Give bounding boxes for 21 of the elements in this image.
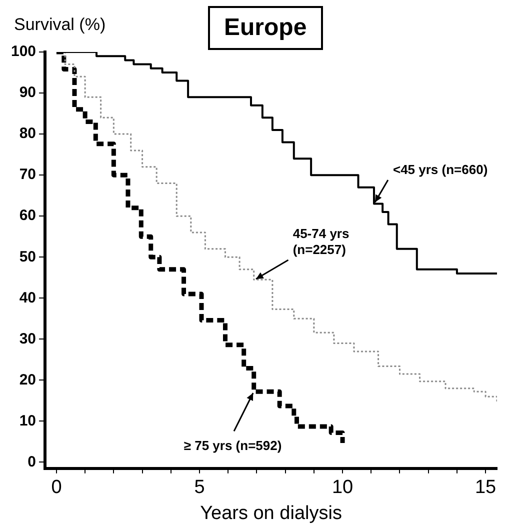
y-tick-label: 30 [19,330,36,348]
x-axis-title: Years on dialysis [200,502,342,524]
y-tick-label: 80 [19,125,36,142]
x-tick-label: 0 [51,477,62,498]
x-tick-label: 5 [194,477,205,498]
y-tick-label: 20 [19,371,36,388]
y-tick-label: 50 [19,248,36,266]
y-tick-label: 0 [28,453,36,470]
y-tick-label: 10 [19,412,36,430]
series-label: <45 yrs (n=660) [392,162,488,178]
x-tick-label: 15 [474,477,496,498]
y-tick-label: 70 [19,166,36,184]
y-tick-label: 40 [19,289,36,306]
y-tick-label: 100 [10,43,36,60]
series-label: ≥ 75 yrs (n=592) [184,438,282,454]
text: 45-74 yrs (n=2257) [292,226,350,258]
y-axis-title: Survival (%) [14,15,106,34]
x-tick-label: 10 [332,477,354,498]
y-tick-label: 90 [19,84,36,102]
chart-title: Europe [208,6,323,50]
y-tick-label: 60 [19,207,36,224]
